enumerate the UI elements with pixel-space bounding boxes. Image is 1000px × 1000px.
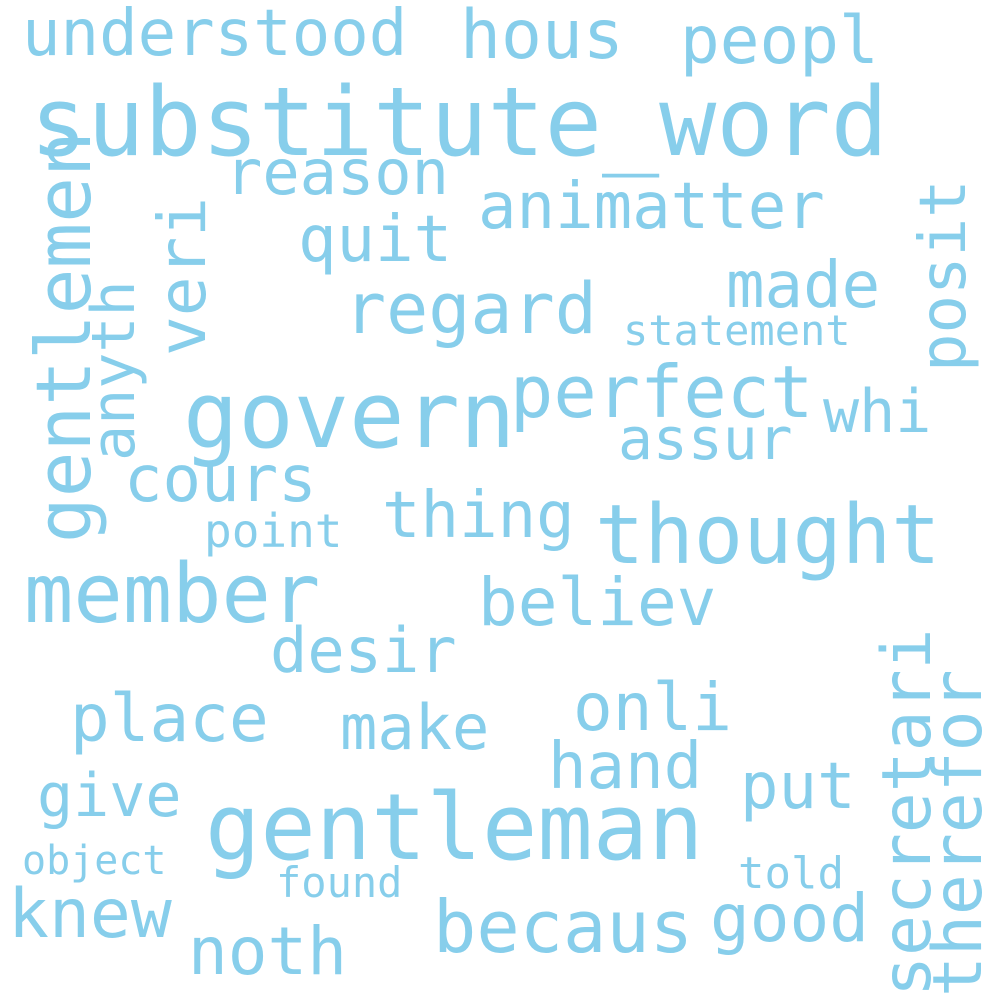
word-regard: regard (344, 268, 597, 350)
word-put: put (740, 750, 856, 824)
word-knew: knew (8, 875, 172, 954)
word-quit: quit (298, 203, 453, 277)
word-posit: posit (907, 179, 981, 372)
word-becaus: becaus (433, 885, 694, 969)
word-found: found (276, 858, 403, 907)
word-substitute-word: substitute_word (30, 68, 888, 178)
word-cours: cours (124, 443, 317, 517)
word-hous: hous (460, 0, 624, 75)
word-onli: onli (573, 669, 732, 746)
word-member: member (24, 547, 321, 642)
word-gentleman: gentleman (205, 774, 704, 881)
word-believ: believ (478, 564, 717, 641)
word-statement: statement (623, 306, 851, 355)
word-reason: reason (225, 136, 449, 209)
word-peopl: peopl (680, 2, 879, 79)
word-make: make (340, 691, 490, 764)
word-desir: desir (270, 614, 457, 687)
word-understood: understood (22, 0, 408, 71)
word-animatter: animatter (478, 170, 825, 244)
word-noth: noth (188, 913, 347, 990)
word-object: object (22, 838, 167, 884)
word-thing: thing (382, 479, 575, 553)
word-made: made (726, 249, 881, 323)
word-hand: hand (548, 730, 703, 804)
word-therefor: therefor (919, 669, 998, 997)
word-veri: veri (144, 197, 221, 356)
word-point: point (204, 504, 343, 558)
word-anyth: anyth (79, 280, 149, 461)
word-good: good (710, 880, 869, 957)
word-perfect: perfect (510, 350, 814, 434)
word-give: give (37, 761, 182, 831)
word-told: told (738, 848, 844, 899)
word-assur: assur (618, 405, 793, 473)
word-govern: govern (183, 362, 516, 469)
word-thought: thought (595, 488, 941, 583)
word-whi: whi (823, 377, 932, 447)
word-place: place (70, 680, 269, 757)
